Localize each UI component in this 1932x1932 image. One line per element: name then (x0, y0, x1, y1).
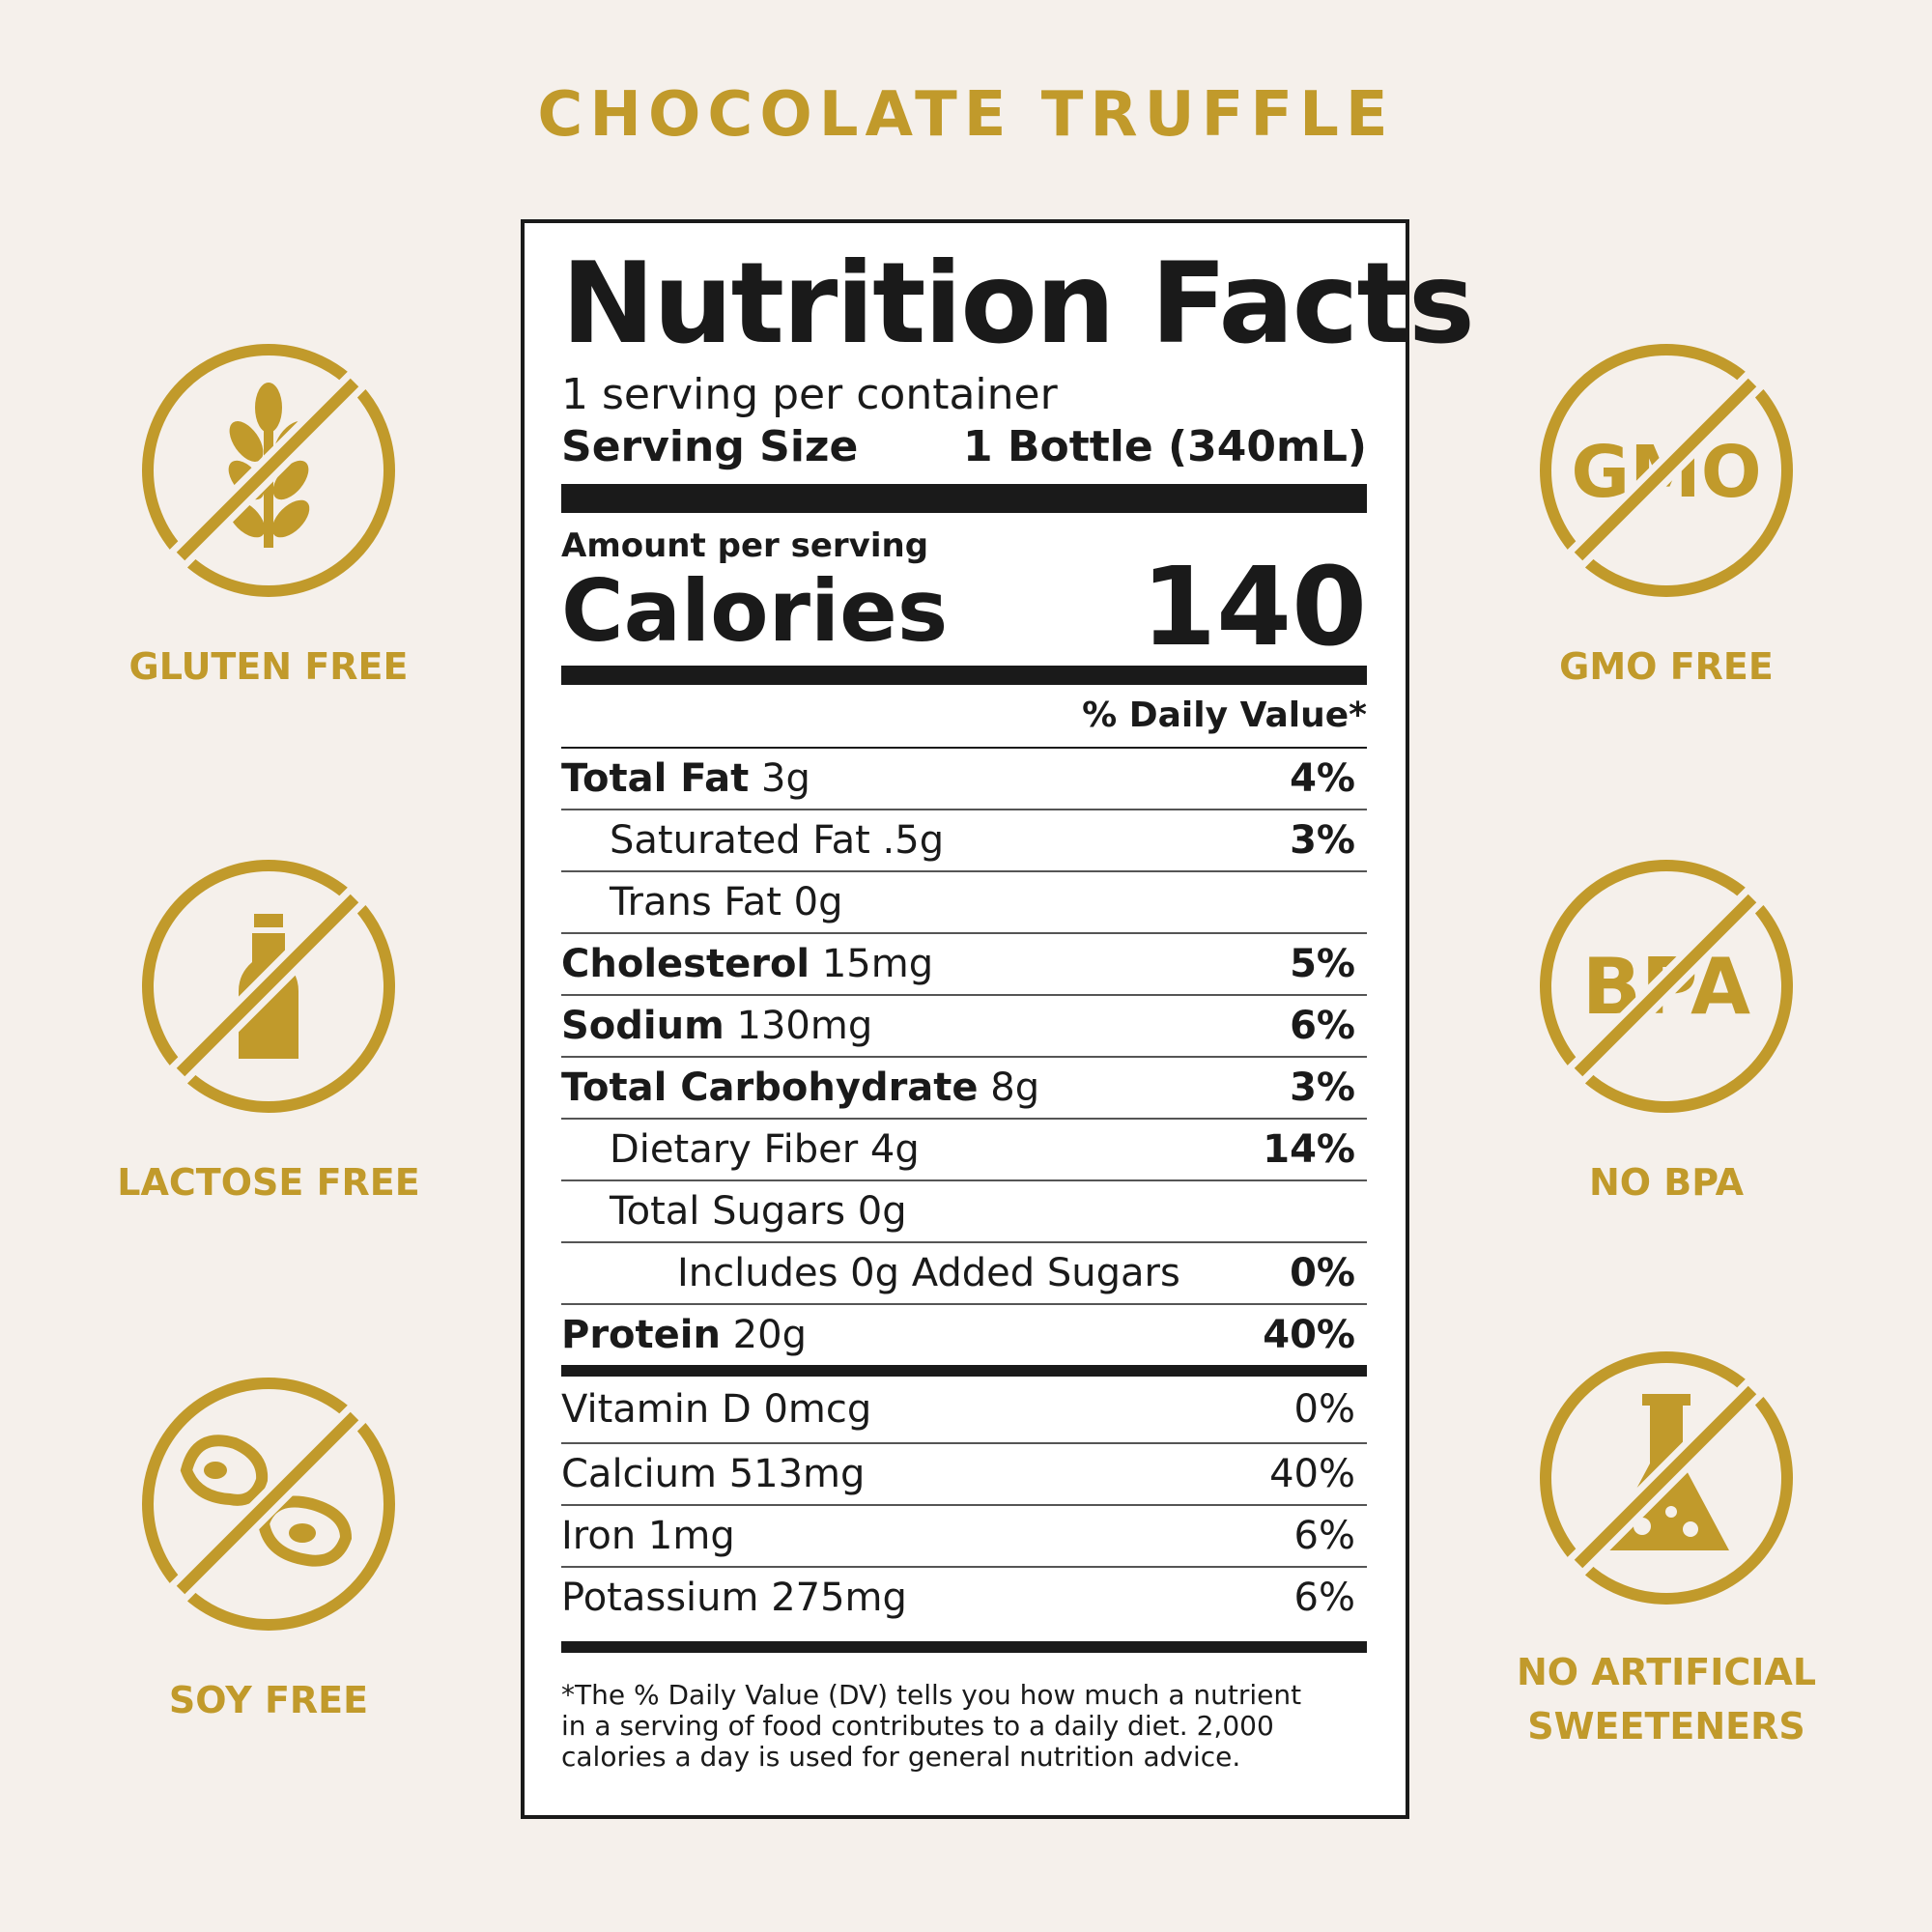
nutrient-dv: 0% (1290, 1251, 1355, 1295)
nutrient-amount: 130mg (724, 1004, 873, 1048)
daily-value-header: % Daily Value* (561, 685, 1367, 749)
soy-free-badge: SOY FREE (75, 1374, 462, 1727)
nutrient-name: Total Carbohydrate (561, 1065, 979, 1110)
nutrient-amount: 8g (978, 1065, 1040, 1110)
bottom-divider (561, 1641, 1367, 1653)
nutrition-facts-title: Nutrition Facts (561, 239, 1475, 369)
wheat-icon (142, 344, 395, 597)
label-line-2: SWEETENERS (1527, 1705, 1805, 1747)
medium-divider (561, 666, 1367, 685)
nutrient-name: Dietary Fiber 4g (610, 1127, 920, 1172)
vitamin-name: Iron 1mg (561, 1514, 735, 1558)
vitamin-row: Vitamin D 0mcg 0% (561, 1377, 1367, 1444)
serving-size-value: 1 Bottle (340mL) (963, 422, 1367, 471)
nutrient-row: Total Carbohydrate 8g 3% (561, 1058, 1367, 1120)
flask-icon (1540, 1351, 1793, 1605)
amount-per-serving: Amount per serving (561, 526, 929, 565)
vitamin-row: Iron 1mg 6% (561, 1506, 1367, 1568)
nutrition-facts-label: Nutrition Facts 1 serving per container … (521, 219, 1475, 1819)
nutrient-dv: 3% (1290, 1065, 1355, 1110)
nutrient-dv: 3% (1290, 818, 1355, 863)
nutrient-name: Trans Fat 0g (610, 880, 843, 924)
no-artificial-sweeteners-badge: NO ARTIFICIAL SWEETENERS (1473, 1348, 1860, 1753)
gmo-free-label: GMO FREE (1559, 645, 1774, 688)
nutrient-name: Cholesterol (561, 942, 810, 986)
nutrient-row: Dietary Fiber 4g 14% (561, 1120, 1367, 1181)
nutrient-dv: 14% (1263, 1127, 1355, 1172)
daily-value-footnote: *The % Daily Value (DV) tells you how mu… (561, 1679, 1302, 1773)
nutrient-amount: 3g (749, 756, 810, 801)
calories-row: Calories 140 (561, 554, 1367, 662)
nutrient-row: Includes 0g Added Sugars 0% (561, 1243, 1367, 1305)
vitamin-name: Vitamin D 0mcg (561, 1387, 872, 1432)
nutrient-dv: 5% (1290, 942, 1355, 986)
nutrient-row: Total Sugars 0g (561, 1181, 1367, 1243)
vitamin-dv: 6% (1293, 1576, 1355, 1620)
nutrient-name: Includes 0g Added Sugars (677, 1251, 1180, 1295)
gmo-free-badge: GMO GMO FREE (1473, 340, 1860, 694)
vitamin-name: Calcium 513mg (561, 1452, 866, 1496)
nutrient-row: Trans Fat 0g (561, 872, 1367, 934)
nutrient-name: Protein (561, 1313, 721, 1357)
servings-per-container: 1 serving per container (561, 370, 1058, 419)
vitamin-name: Potassium 275mg (561, 1576, 907, 1620)
milk-bottle-icon (142, 860, 395, 1113)
nutrient-name: Total Fat (561, 756, 750, 801)
label-line-1: NO ARTIFICIAL (1516, 1651, 1817, 1693)
gluten-free-badge: GLUTEN FREE (75, 340, 462, 694)
calories-value: 140 (1141, 545, 1367, 670)
no-bpa-label: NO BPA (1588, 1161, 1745, 1204)
nutrient-dv: 6% (1290, 1004, 1355, 1048)
bpa-icon: BPA (1540, 860, 1793, 1113)
vitamin-dv: 40% (1269, 1452, 1355, 1496)
soy-free-label: SOY FREE (168, 1679, 369, 1721)
soybean-icon (142, 1378, 395, 1631)
vitamin-divider (561, 1365, 1367, 1377)
serving-size-row: Serving Size 1 Bottle (340mL) (561, 420, 1367, 474)
lactose-free-label: LACTOSE FREE (117, 1161, 420, 1204)
nutrient-row: Saturated Fat .5g 3% (561, 810, 1367, 872)
thick-divider (561, 484, 1367, 513)
nutrient-row: Cholesterol 15mg 5% (561, 934, 1367, 996)
nutrient-row: Protein 20g 40% (561, 1305, 1367, 1365)
no-artificial-sweeteners-label: NO ARTIFICIAL SWEETENERS (1473, 1645, 1860, 1753)
gluten-free-label: GLUTEN FREE (128, 645, 409, 688)
calories-label: Calories (561, 561, 949, 661)
page-title: CHOCOLATE TRUFFLE (537, 79, 1395, 151)
nutrient-amount: 15mg (810, 942, 934, 986)
vitamin-row: Potassium 275mg 6% (561, 1568, 1367, 1628)
gmo-icon: GMO (1540, 344, 1793, 597)
nutrient-name: Total Sugars 0g (610, 1189, 907, 1234)
no-bpa-badge: BPA NO BPA (1473, 856, 1860, 1209)
nutrient-row: Total Fat 3g 4% (561, 749, 1367, 810)
nutrient-name: Sodium (561, 1004, 724, 1048)
vitamin-dv: 0% (1293, 1387, 1355, 1432)
vitamin-row: Calcium 513mg 40% (561, 1444, 1367, 1506)
lactose-free-badge: LACTOSE FREE (75, 856, 462, 1209)
serving-size-label: Serving Size (561, 422, 859, 471)
vitamin-dv: 6% (1293, 1514, 1355, 1558)
nutrient-dv: 4% (1290, 756, 1355, 801)
nutrient-amount: 20g (720, 1313, 807, 1357)
nutrient-name: Saturated Fat .5g (610, 818, 945, 863)
nutrient-row: Sodium 130mg 6% (561, 996, 1367, 1058)
nutrient-dv: 40% (1263, 1313, 1355, 1357)
